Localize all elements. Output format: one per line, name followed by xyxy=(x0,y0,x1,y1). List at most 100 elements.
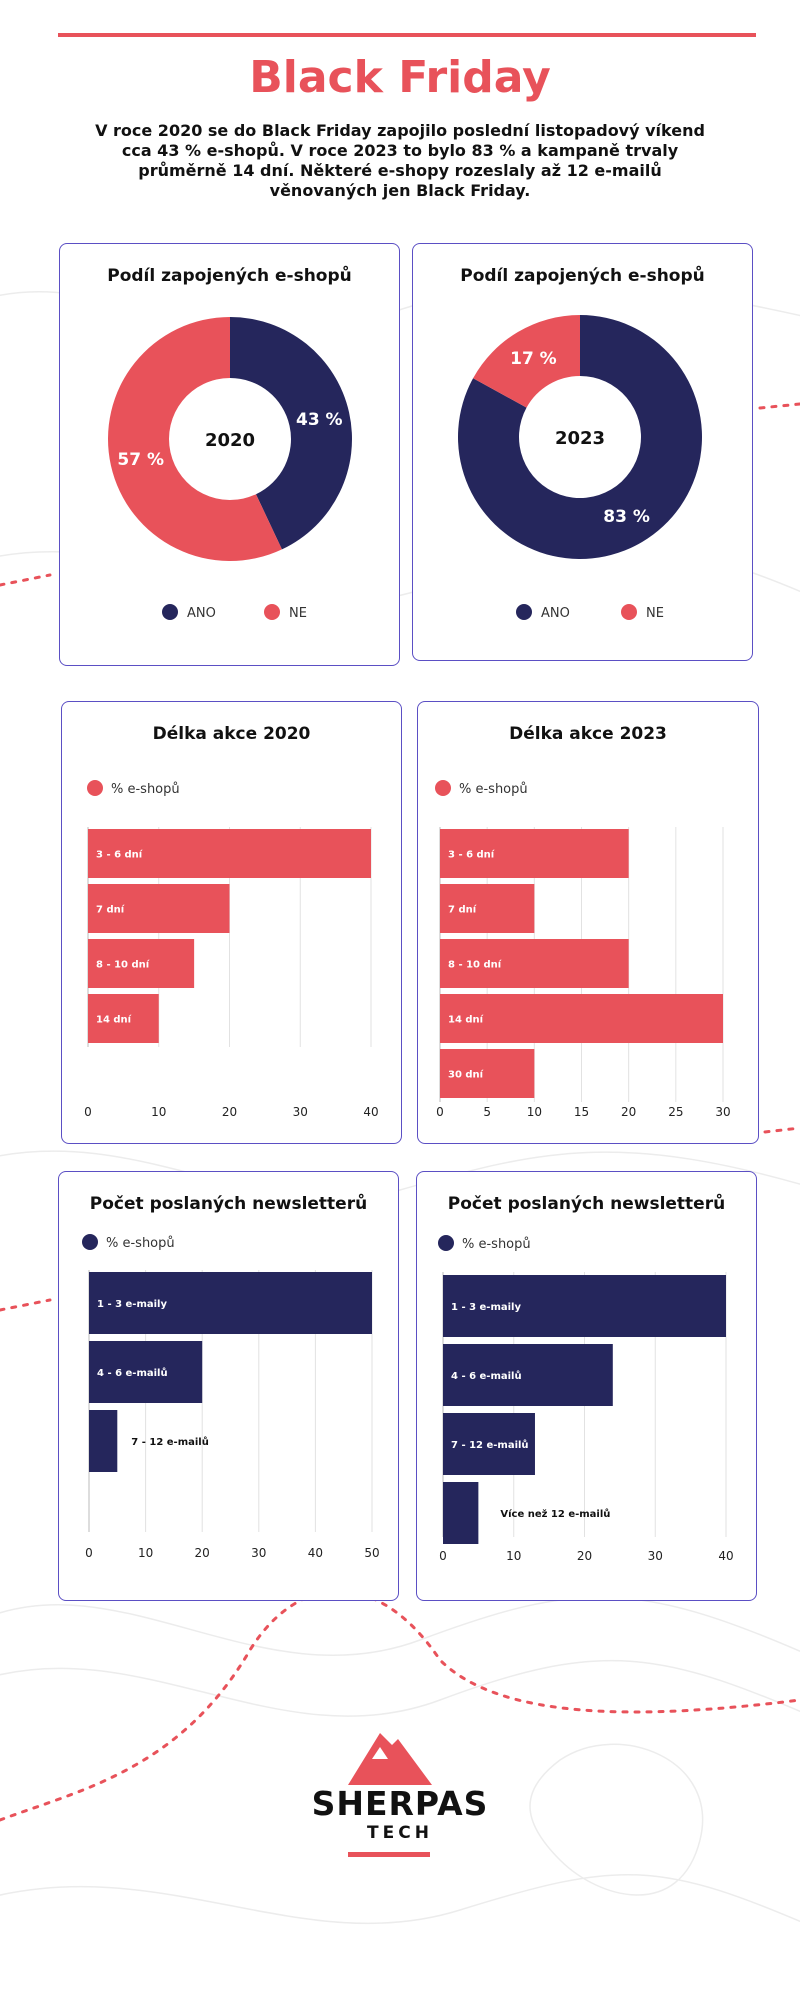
legend-label: ANO xyxy=(541,606,570,621)
bar xyxy=(88,939,195,988)
bar-label: Více než 12 e-mailů xyxy=(500,1507,610,1520)
bar xyxy=(88,884,230,933)
x-tick-label: 30 xyxy=(648,1549,663,1563)
bar xyxy=(440,994,723,1043)
chart-title: Podíl zapojených e-shopů xyxy=(107,266,352,286)
bar xyxy=(89,1410,118,1472)
bar xyxy=(89,1341,203,1403)
intro-text: V roce 2020 se do Black Friday zapojilo … xyxy=(95,121,705,200)
legend-label: % e-shopů xyxy=(111,782,180,797)
newsletter-card-2020: Počet poslaných newsletterů % e-shopů 0 10… xyxy=(58,1171,399,1601)
bar xyxy=(443,1482,479,1544)
bar xyxy=(443,1275,726,1337)
bar-label: 8 - 10 dní xyxy=(448,959,502,971)
x-tick-label: 15 xyxy=(574,1105,589,1119)
bar-chart-2023: % e-shopů 0 5 10 15 20 25 30 3 - 6 dní 7 dní 8 - 1… xyxy=(435,780,731,1119)
mountain-icon xyxy=(348,1733,432,1785)
x-tick-label: 20 xyxy=(195,1546,210,1560)
donut-chart-2020: 43 % 57 % 2020 ANO NE xyxy=(107,317,352,621)
x-tick-label: 20 xyxy=(222,1105,237,1119)
donut-slice-ne xyxy=(473,315,580,408)
x-tick-label: 5 xyxy=(483,1105,491,1119)
bar xyxy=(88,994,159,1043)
bar-label: 1 - 3 e-maily xyxy=(97,1299,167,1310)
x-tick-label: 40 xyxy=(718,1549,733,1563)
bar-card-2023: Délka akce 2023 % e-shopů 0 5 10 15 20 25 30 3 -… xyxy=(417,701,759,1144)
chart-title: Délka akce 2023 xyxy=(509,724,667,744)
bar-label: 14 dní xyxy=(96,1014,132,1026)
legend-label: NE xyxy=(289,606,307,621)
x-tick-label: 30 xyxy=(715,1105,730,1119)
legend-dot-ne xyxy=(264,604,280,620)
x-tick-label: 40 xyxy=(363,1105,378,1119)
x-tick-label: 0 xyxy=(439,1549,447,1563)
chart-title: Délka akce 2020 xyxy=(152,724,311,744)
legend-label: % e-shopů xyxy=(459,782,528,797)
logo-underline xyxy=(348,1852,430,1857)
bar-label: 4 - 6 e-mailů xyxy=(97,1366,168,1379)
legend-dot-ano xyxy=(516,604,532,620)
chart-title: Počet poslaných newsletterů xyxy=(447,1194,726,1214)
newsletter-chart-2020: % e-shopů 0 10 20 30 40 50 1 - 3 e-maily 4 - 6 e… xyxy=(82,1234,380,1560)
donut-slice-ano xyxy=(230,317,352,550)
bar xyxy=(440,939,629,988)
x-tick-label: 20 xyxy=(621,1105,636,1119)
bar-chart-2020: % e-shopů 0 10 20 30 40 3 - 6 dní 7 dní 8 - 10 d… xyxy=(84,780,379,1119)
bar-label: 3 - 6 dní xyxy=(96,849,143,861)
slice-label: 57 % xyxy=(117,450,164,470)
legend-label: % e-shopů xyxy=(106,1236,175,1251)
bar xyxy=(443,1344,613,1406)
donut-chart-2023: 83 % 17 % 2023 ANO NE xyxy=(458,315,702,621)
legend-dot-ano xyxy=(162,604,178,620)
x-tick-label: 25 xyxy=(668,1105,683,1119)
bar-label: 30 dní xyxy=(448,1069,484,1081)
x-tick-label: 10 xyxy=(527,1105,542,1119)
bar-label: 7 - 12 e-mailů xyxy=(131,1435,209,1448)
bar xyxy=(440,1049,535,1098)
donut-card-2020: Podíl zapojených e-shopů 43 % 57 % 2020 ANO… xyxy=(59,243,400,666)
newsletter-card-2023: Počet poslaných newsletterů % e-shopů 0 10… xyxy=(416,1171,757,1601)
legend-dot xyxy=(435,780,451,796)
bar-label: 7 - 12 e-mailů xyxy=(451,1438,529,1451)
bar xyxy=(440,829,629,878)
slice-label: 43 % xyxy=(296,410,343,430)
bar-label: 8 - 10 dní xyxy=(96,959,150,971)
x-tick-label: 40 xyxy=(308,1546,323,1560)
logo-sub: TECH xyxy=(367,1823,433,1843)
bar xyxy=(89,1272,372,1334)
sherpas-logo: SHERPAS TECH xyxy=(0,1725,800,1865)
page-title: Black Friday xyxy=(249,52,551,103)
donut-card-2023: Podíl zapojených e-shopů 83 % 17 % 2023 ANO… xyxy=(412,243,753,661)
x-tick-label: 30 xyxy=(293,1105,308,1119)
chart-title: Podíl zapojených e-shopů xyxy=(460,266,705,286)
newsletter-chart-2023: % e-shopů 0 10 20 30 40 1 - 3 e-maily 4 - 6 e-m… xyxy=(438,1235,734,1563)
bar-label: 7 dní xyxy=(96,904,125,916)
slice-label: 83 % xyxy=(603,507,650,527)
donut-slice-ne xyxy=(107,317,282,561)
x-tick-label: 20 xyxy=(577,1549,592,1563)
bar-card-2020: Délka akce 2020 % e-shopů 0 10 20 30 40 3 - 6 … xyxy=(61,701,402,1144)
bar-label: 7 dní xyxy=(448,904,477,916)
bar-label: 3 - 6 dní xyxy=(448,849,495,861)
legend-label: ANO xyxy=(187,606,216,621)
logo-name: SHERPAS xyxy=(311,1784,489,1823)
chart-title: Počet poslaných newsletterů xyxy=(89,1194,368,1214)
x-tick-label: 0 xyxy=(436,1105,444,1119)
legend-dot xyxy=(82,1234,98,1250)
legend-dot xyxy=(87,780,103,796)
legend-dot-ne xyxy=(621,604,637,620)
donut-center-label: 2020 xyxy=(205,430,255,451)
legend-label: NE xyxy=(646,606,664,621)
x-tick-label: 50 xyxy=(364,1546,379,1560)
bar-label: 1 - 3 e-maily xyxy=(451,1302,521,1313)
x-tick-label: 10 xyxy=(138,1546,153,1560)
legend-label: % e-shopů xyxy=(462,1237,531,1252)
top-rule xyxy=(58,33,756,37)
donut-center-label: 2023 xyxy=(555,428,605,449)
donut-slice-ano xyxy=(458,315,702,559)
bar xyxy=(88,829,371,878)
bar-label: 14 dní xyxy=(448,1014,484,1026)
x-tick-label: 30 xyxy=(251,1546,266,1560)
x-tick-label: 10 xyxy=(151,1105,166,1119)
x-tick-label: 0 xyxy=(84,1105,92,1119)
